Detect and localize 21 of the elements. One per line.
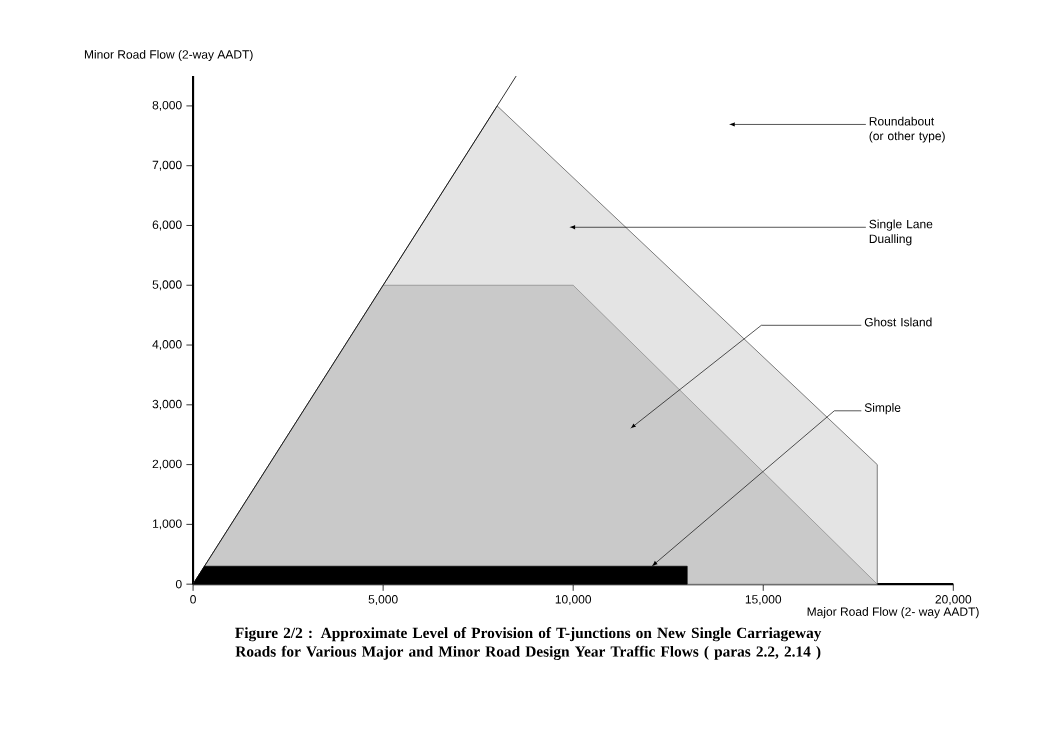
x-tick-label: 10,000 xyxy=(555,594,592,605)
x-tick-label: 20,000 xyxy=(935,594,972,605)
x-tick-label: 15,000 xyxy=(745,594,782,605)
annotation: Single Lane Dualling xyxy=(869,219,933,246)
y-tick-label: 2,000 xyxy=(152,459,182,470)
x-tick-label: 0 xyxy=(190,594,196,604)
y-tick-label: 7,000 xyxy=(152,160,182,171)
y-tick-label: 4,000 xyxy=(152,339,182,350)
y-tick-label: 0 xyxy=(175,579,182,589)
y-tick-label: 3,000 xyxy=(152,399,182,410)
y-axis-title: Minor Road Flow (2-way AADT) xyxy=(84,49,253,61)
x-axis-title: Major Road Flow (2- way AADT) xyxy=(807,606,979,619)
y-tick-label: 5,000 xyxy=(152,280,182,291)
y-tick-label: 8,000 xyxy=(152,100,182,111)
annotation: Simple xyxy=(864,402,901,415)
x-tick-label: 5,000 xyxy=(368,594,398,605)
annotation: Roundabout (or other type) xyxy=(869,116,945,143)
text: Figure 2/2 : Approximate Level of Provision of T-junctions on New Single Carriageway Roads for Various Major and Minor Road Design Year Traffic Flows ( paras 2.2, 2.14 ) xyxy=(235,627,822,660)
y-tick-label: 6,000 xyxy=(152,220,182,231)
y-tick-label: 1,000 xyxy=(153,519,182,530)
annotation: Ghost Island xyxy=(864,317,932,327)
